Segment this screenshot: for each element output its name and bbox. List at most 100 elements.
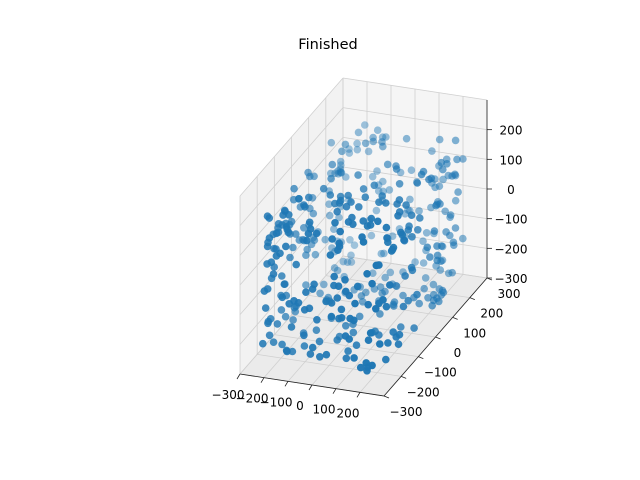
scatter-point bbox=[399, 302, 408, 311]
scatter-point bbox=[428, 147, 436, 155]
scatter-point bbox=[413, 290, 421, 299]
scatter-points bbox=[259, 121, 467, 375]
scatter-point bbox=[369, 137, 378, 146]
scatter-point bbox=[346, 236, 354, 244]
scatter-point bbox=[285, 211, 293, 219]
scatter-point bbox=[312, 229, 321, 238]
scatter-point bbox=[367, 231, 376, 240]
chart-title: Finished bbox=[298, 37, 357, 53]
scatter-point bbox=[316, 289, 324, 298]
x-tick-mark bbox=[284, 381, 289, 387]
scatter-point bbox=[353, 139, 361, 148]
scatter-point bbox=[269, 270, 278, 278]
scatter-point bbox=[437, 158, 446, 167]
scatter-point bbox=[263, 285, 272, 293]
scatter-point bbox=[336, 165, 345, 173]
scatter-point bbox=[357, 292, 366, 300]
scatter-point bbox=[372, 305, 380, 313]
scatter-point bbox=[263, 212, 272, 220]
scatter-point bbox=[322, 350, 331, 359]
scatter-point bbox=[353, 145, 362, 154]
scatter-point bbox=[433, 242, 441, 250]
scatter-point bbox=[335, 213, 343, 222]
scatter-point bbox=[350, 241, 359, 249]
scatter-point bbox=[362, 359, 371, 367]
scatter-point bbox=[428, 301, 437, 310]
scatter-point bbox=[302, 281, 310, 289]
scatter-point bbox=[375, 198, 383, 206]
scatter-point bbox=[288, 347, 297, 356]
x-tick-mark bbox=[260, 377, 265, 383]
scatter-point bbox=[377, 249, 386, 258]
scatter-point bbox=[281, 312, 290, 321]
scatter-point bbox=[420, 284, 429, 293]
scatter-point bbox=[306, 350, 315, 358]
grid-line-z-back bbox=[342, 107, 488, 131]
x-tick-label: −200 bbox=[236, 392, 269, 406]
y-tick-label: −100 bbox=[424, 366, 457, 380]
tick-labels: −300−200−100 0 100 200 −300−200−100010020030… bbox=[212, 124, 528, 421]
scatter-point bbox=[311, 250, 320, 259]
scatter-point bbox=[267, 258, 276, 267]
y-tick-label: −300 bbox=[390, 405, 423, 419]
scatter-point bbox=[372, 206, 381, 215]
y-tick-label: 0 bbox=[454, 346, 462, 360]
scatter-point bbox=[264, 319, 272, 328]
grid-line-z-back bbox=[342, 77, 488, 101]
scatter-point bbox=[431, 183, 439, 192]
scatter-point bbox=[278, 272, 286, 280]
scatter-point bbox=[305, 304, 314, 313]
scatter-point bbox=[337, 168, 346, 177]
scatter-point bbox=[427, 174, 436, 183]
scatter-point bbox=[382, 355, 390, 364]
scatter-point bbox=[279, 211, 287, 219]
scatter-point bbox=[308, 285, 317, 293]
scatter-point bbox=[429, 280, 438, 289]
scatter-point bbox=[364, 147, 373, 156]
scatter-point bbox=[334, 170, 343, 178]
z-tick-label: −300 bbox=[495, 272, 528, 286]
scatter-point bbox=[330, 225, 338, 233]
scatter-point bbox=[359, 238, 368, 246]
scatter-point bbox=[364, 300, 373, 309]
scatter-point bbox=[354, 128, 363, 137]
scatter-point bbox=[345, 149, 354, 157]
scatter-point bbox=[451, 196, 460, 205]
x-tick-label: −100 bbox=[260, 395, 293, 409]
scatter-point bbox=[433, 256, 442, 265]
scatter-point bbox=[383, 160, 392, 169]
scatter-point bbox=[446, 211, 455, 219]
scatter-point bbox=[326, 251, 335, 259]
scatter-point bbox=[419, 237, 427, 245]
scatter-point bbox=[290, 184, 298, 193]
scatter-point bbox=[315, 337, 324, 346]
scatter-point bbox=[376, 340, 384, 348]
scatter-point bbox=[328, 235, 337, 243]
y-tick-label: −200 bbox=[407, 385, 440, 399]
scatter-point bbox=[337, 305, 346, 314]
scatter-point bbox=[354, 171, 362, 179]
scatter-point bbox=[343, 258, 352, 267]
scatter-point bbox=[459, 234, 467, 243]
scatter-point bbox=[304, 168, 312, 177]
scatter-point bbox=[352, 341, 361, 350]
scatter-point bbox=[448, 172, 456, 180]
scatter-point bbox=[263, 242, 272, 251]
scatter-point bbox=[448, 268, 457, 277]
scatter-point bbox=[345, 335, 354, 343]
scatter-point bbox=[305, 218, 314, 227]
scatter-point bbox=[289, 243, 297, 252]
scatter-point bbox=[379, 177, 387, 186]
scatter-point bbox=[363, 222, 372, 230]
scatter-point bbox=[415, 207, 423, 215]
scatter-point bbox=[414, 226, 422, 234]
scatter-point bbox=[320, 280, 328, 289]
scatter-point bbox=[402, 201, 410, 209]
scatter-point bbox=[303, 245, 312, 254]
scatter-point bbox=[312, 326, 321, 335]
scatter-point bbox=[407, 166, 416, 174]
scatter-point bbox=[395, 180, 404, 188]
scatter-point bbox=[300, 342, 309, 350]
scatter-point bbox=[454, 188, 462, 196]
y-tick-mark bbox=[401, 375, 407, 379]
